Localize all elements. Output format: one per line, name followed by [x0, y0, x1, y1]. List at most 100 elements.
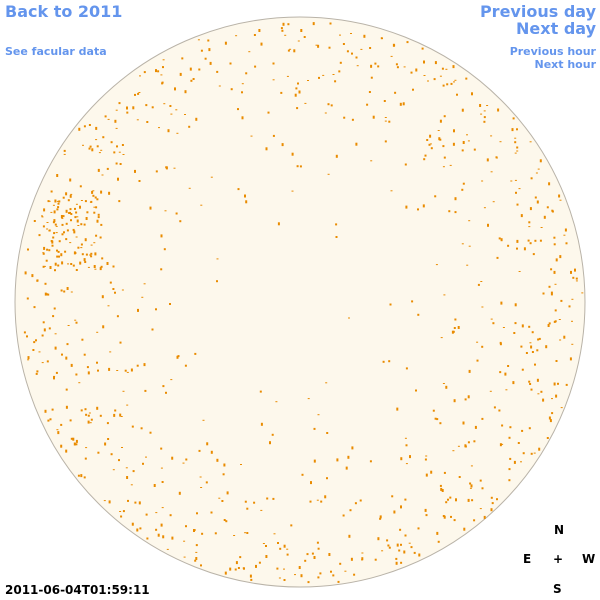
facula — [155, 170, 158, 173]
facula — [529, 242, 532, 245]
facula — [386, 539, 389, 542]
facula — [565, 383, 568, 386]
facula — [90, 244, 93, 246]
facula — [272, 134, 275, 137]
facula — [260, 422, 263, 426]
next-day-link[interactable]: Next day — [516, 19, 596, 38]
facula — [136, 364, 139, 367]
facula — [294, 574, 296, 576]
facula — [273, 533, 276, 535]
facula — [369, 47, 372, 49]
facula — [554, 309, 557, 312]
facula — [88, 412, 91, 414]
facula — [303, 36, 306, 38]
facula — [97, 451, 100, 454]
facula — [279, 547, 282, 550]
facula — [298, 90, 301, 94]
facula — [499, 443, 502, 447]
facula — [65, 222, 68, 225]
facula — [428, 143, 431, 146]
facula — [394, 91, 397, 94]
facula — [92, 194, 95, 197]
facula — [390, 190, 393, 192]
facula — [205, 481, 208, 484]
facula — [85, 447, 88, 449]
facula — [440, 487, 443, 491]
facula — [400, 457, 403, 461]
facula — [318, 76, 320, 79]
facula — [388, 120, 391, 123]
facula — [495, 156, 498, 159]
facula — [33, 306, 36, 309]
facula — [434, 417, 437, 420]
facula — [65, 192, 68, 196]
facula — [146, 537, 149, 540]
facular-link[interactable]: See facular data — [5, 45, 107, 58]
facula — [575, 280, 578, 282]
facula — [65, 405, 68, 409]
facula — [483, 515, 486, 519]
facula — [75, 236, 78, 238]
facula — [559, 255, 562, 259]
previous-day-link[interactable]: Previous day — [479, 2, 596, 21]
facula — [88, 124, 91, 126]
facula — [224, 571, 227, 575]
facula — [84, 457, 87, 460]
facula — [38, 234, 41, 237]
facula — [523, 247, 526, 251]
facula — [195, 551, 198, 553]
previous-hour-link[interactable]: Previous hour — [509, 45, 596, 58]
facula — [121, 289, 124, 291]
facula — [384, 117, 387, 118]
facula — [102, 136, 105, 139]
facula — [571, 343, 574, 345]
facula — [195, 117, 198, 121]
facula — [108, 500, 111, 504]
facula — [69, 208, 72, 211]
facula — [374, 62, 377, 65]
facula — [293, 49, 296, 53]
facula — [382, 360, 385, 363]
facula — [479, 508, 482, 510]
facula — [363, 34, 366, 38]
facula — [78, 127, 81, 131]
next-hour-link[interactable]: Next hour — [534, 58, 597, 71]
facula — [447, 498, 449, 501]
facula — [346, 50, 349, 53]
facula — [62, 215, 65, 218]
facula — [146, 121, 149, 123]
facula — [57, 206, 60, 209]
facula — [531, 351, 534, 353]
facula — [262, 543, 265, 544]
facula — [52, 204, 55, 206]
facula — [495, 157, 498, 159]
facula — [75, 443, 78, 446]
facula — [454, 318, 457, 321]
facula — [42, 265, 45, 268]
facula — [160, 234, 163, 238]
facula — [222, 473, 225, 476]
back-link[interactable]: Back to 2011 — [5, 2, 123, 21]
facula — [483, 116, 486, 119]
facula — [70, 213, 73, 215]
facula — [91, 190, 94, 194]
facula — [294, 93, 297, 97]
facula — [58, 255, 60, 258]
facula — [145, 104, 148, 107]
facula — [501, 424, 504, 427]
facula — [26, 335, 28, 338]
facula — [391, 495, 394, 498]
facula — [46, 228, 49, 230]
facula — [145, 456, 147, 458]
facula — [553, 236, 556, 239]
facula — [78, 382, 81, 384]
facula — [121, 144, 124, 146]
facula — [54, 269, 56, 272]
facula — [339, 34, 341, 36]
facula — [322, 74, 325, 76]
facula — [499, 341, 502, 344]
solar-disk — [14, 16, 586, 588]
facula — [490, 171, 493, 173]
facula — [555, 360, 558, 362]
